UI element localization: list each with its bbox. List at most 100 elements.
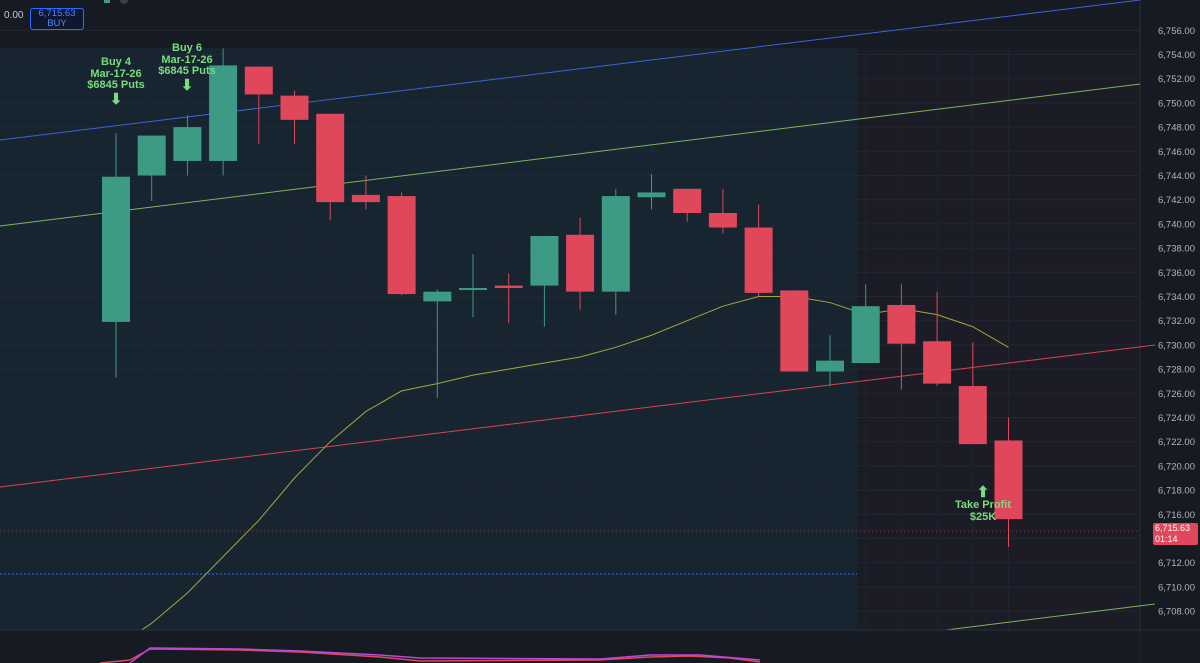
price-axis-tick-label: 6,736.00 (1158, 268, 1195, 279)
candle[interactable] (244, 66, 273, 145)
toolbar-square-icon[interactable] (104, 0, 110, 3)
candle-body (351, 194, 380, 203)
candle[interactable] (780, 290, 809, 372)
price-axis-tick-label: 6,746.00 (1158, 147, 1195, 158)
candle[interactable] (923, 291, 952, 387)
indicator-pane (0, 630, 1140, 663)
candle-body (316, 113, 345, 203)
price-axis-tick-label: 6,754.00 (1158, 50, 1195, 61)
candle-body (423, 291, 452, 302)
candle-body (280, 95, 309, 120)
take-profit-annotation: ⬆ Take Profit $25K (948, 485, 1018, 523)
candle[interactable] (601, 188, 630, 315)
down-arrow-icon: ⬇ (180, 76, 194, 94)
price-axis-tick-label: 6,708.00 (1158, 607, 1195, 618)
buy-annotation-2: Buy 6 Mar-17-26 $6845 Puts ⬇ (151, 42, 223, 94)
price-axis-tick-label: 6,728.00 (1158, 365, 1195, 376)
candle-body (244, 66, 273, 95)
candle[interactable] (816, 335, 844, 387)
price-axis-tick-label: 6,748.00 (1158, 123, 1195, 134)
price-axis-tick-label: 6,742.00 (1158, 195, 1195, 206)
candle[interactable] (887, 284, 916, 390)
candle[interactable] (530, 236, 559, 327)
candle[interactable] (316, 113, 345, 221)
candle[interactable] (351, 175, 380, 210)
buy-annotation-2-line1: Buy 6 (172, 42, 202, 54)
price-axis-tick-label: 6,726.00 (1158, 389, 1195, 400)
current-price-value: 6,715.63 (1155, 523, 1191, 533)
candle-body (994, 440, 1023, 520)
candle[interactable] (958, 342, 987, 445)
price-axis-tick-label: 6,722.00 (1158, 437, 1195, 448)
candle-body (958, 386, 987, 445)
price-axis-tick-label: 6,724.00 (1158, 413, 1195, 424)
buy-annotation-1-line3: $6845 Puts (87, 79, 145, 91)
candle-body (851, 306, 880, 364)
candle[interactable] (280, 90, 309, 145)
price-axis-tick-label: 6,730.00 (1158, 340, 1195, 351)
price-axis-tick-label: 6,740.00 (1158, 219, 1195, 230)
candle[interactable] (173, 115, 202, 176)
candle-body (816, 360, 844, 372)
take-profit-line1: Take Profit (954, 499, 1012, 511)
candle[interactable] (209, 48, 238, 176)
channel-bottom-line (929, 603, 1156, 633)
price-axis-background (1140, 0, 1200, 663)
candle[interactable] (994, 417, 1023, 547)
candle-body (923, 341, 952, 384)
bar-countdown: 01:14 (1155, 534, 1178, 544)
buy-annotation-2-line3: $6845 Puts (158, 65, 216, 77)
candle-body (387, 196, 416, 295)
price-axis-tick-label: 6,750.00 (1158, 98, 1195, 109)
position-value: 0.00 (4, 10, 24, 21)
candle-body (173, 127, 202, 161)
channel-mid-line (0, 83, 1141, 227)
candle[interactable] (102, 133, 130, 378)
candle[interactable] (708, 188, 737, 234)
candle-body (744, 227, 773, 293)
candle-body (887, 304, 916, 344)
candle[interactable] (566, 217, 595, 310)
candle-body (673, 188, 702, 214)
buy-annotation-1-line2: Mar-17-26 (90, 67, 142, 80)
indicator-line-purple (129, 647, 761, 663)
take-profit-line2: $25K (969, 510, 997, 523)
price-axis-tick-label: 6,756.00 (1158, 26, 1195, 37)
price-axis-tick-label: 6,738.00 (1158, 244, 1195, 255)
candle-body (102, 176, 130, 322)
candle[interactable] (673, 188, 702, 222)
candle-body (637, 192, 666, 198)
order-price: 6,715.63 (38, 8, 76, 19)
candle-body (530, 236, 559, 286)
candle[interactable] (459, 254, 487, 318)
price-axis-tick-label: 6,718.00 (1158, 486, 1195, 497)
candle[interactable] (137, 135, 166, 201)
price-axis-tick-label: 6,710.00 (1158, 582, 1195, 593)
order-side: BUY (47, 18, 67, 29)
candle[interactable] (423, 289, 452, 399)
candles-layer (102, 48, 1023, 547)
candle[interactable] (494, 273, 523, 324)
candle[interactable] (637, 174, 666, 210)
price-axis-tick-label: 6,720.00 (1158, 461, 1195, 472)
candle-body (708, 213, 737, 228)
candle[interactable] (744, 204, 773, 297)
toolbar-circle-icon[interactable] (120, 0, 128, 4)
price-axis-tick-label: 6,744.00 (1158, 171, 1195, 182)
candle[interactable] (851, 284, 880, 364)
top-toolbar-icons (104, 0, 128, 4)
current-price-tag: 6,715.63 01:14 (1153, 523, 1198, 545)
buy-order-box[interactable]: 6,715.63 BUY (30, 8, 84, 30)
buy-annotation-2-line2: Mar-17-26 (161, 53, 213, 66)
price-axis-tick-label: 6,712.00 (1158, 558, 1195, 569)
price-axis-tick-label: 6,716.00 (1158, 510, 1195, 521)
candle-body (209, 65, 238, 161)
price-axis-tick-label: 6,732.00 (1158, 316, 1195, 327)
candle[interactable] (387, 192, 416, 296)
channel-upper-line (0, 0, 1141, 141)
down-arrow-icon: ⬇ (109, 90, 123, 108)
up-arrow-icon: ⬆ (976, 484, 990, 501)
candle-body (780, 290, 809, 372)
candle-body (601, 196, 630, 292)
candle-body (566, 234, 595, 292)
